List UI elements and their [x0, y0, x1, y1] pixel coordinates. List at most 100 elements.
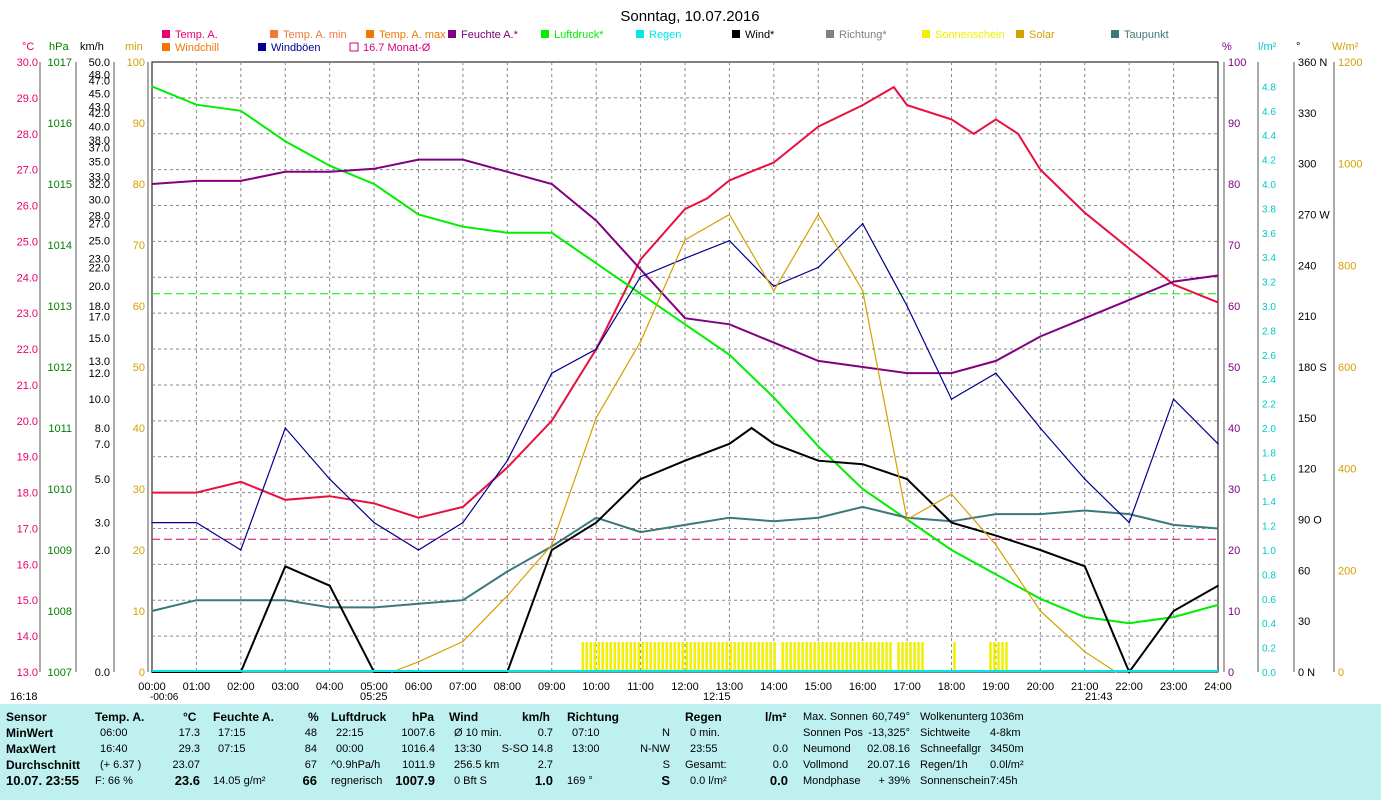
sunshine-bar	[841, 642, 844, 672]
direction-tick-7: 150	[1298, 413, 1316, 425]
sunshine-bar	[625, 642, 628, 672]
sunshine-bar	[605, 642, 608, 672]
direction-min-time: 07:10	[572, 727, 600, 739]
sunshine-bar	[913, 642, 916, 672]
sunshine-bar	[589, 642, 593, 672]
pressure-header: Luftdruck	[331, 710, 387, 724]
sunshine-bar	[653, 642, 656, 672]
wind-header: Wind	[449, 710, 479, 724]
series-point-5-24	[1217, 443, 1219, 445]
rain-total-label: Gesamt:	[685, 759, 727, 771]
rain-tick-21: 0.6	[1262, 595, 1276, 606]
wind-tick-16: 23.0	[89, 253, 110, 265]
x-tick-label-16: 16:00	[849, 681, 877, 693]
legend-swatch-1	[270, 30, 278, 38]
x-tick-label-5: 05:00	[360, 681, 388, 693]
legend-swatch-7	[826, 30, 834, 38]
stats-panel: Sensor MinWert MaxWert Durchschnitt 10.0…	[0, 704, 1381, 800]
x-tick-label-6: 06:00	[405, 681, 433, 693]
pressure-tick-5: 1012	[48, 362, 72, 374]
humidity-min-value: 48	[304, 727, 317, 739]
series-point-6-14	[995, 544, 997, 546]
sunshine-bar	[809, 642, 812, 672]
astro-moon-phase-value: + 39%	[878, 775, 911, 787]
minutes-axis-header: min	[125, 41, 143, 53]
legend-label-4: Luftdruck*	[554, 29, 604, 41]
humidity-avg-value: 67	[304, 759, 317, 771]
series-point-2-4	[328, 171, 331, 173]
series-point-6-7	[684, 239, 686, 241]
sunshine-bar	[609, 642, 612, 672]
legend-swatch-10	[1111, 30, 1119, 38]
rain-header: Regen	[685, 710, 722, 724]
series-point-5-12	[684, 257, 686, 260]
sunshine-bars	[581, 642, 1008, 672]
pressure-current: 1007.9	[395, 773, 435, 788]
series-point-4-9	[595, 521, 597, 524]
astro-new-moon-value: 02.08.16	[867, 743, 910, 755]
series-point-1-15	[817, 445, 820, 448]
pressure-tick-10: 1007	[48, 667, 72, 679]
series-point-4-18	[950, 521, 953, 524]
series-point-2-21	[1084, 317, 1086, 320]
x-tick-label-12: 12:00	[671, 681, 699, 693]
series-point-5-15	[817, 266, 820, 269]
astro-snowline-label: Schneefallgr	[920, 743, 982, 755]
sunshine-bar	[793, 642, 796, 672]
x-tick-label-14: 14:00	[760, 681, 788, 693]
direction-axis-header: °	[1296, 41, 1300, 53]
sunshine-bar	[857, 642, 860, 672]
x-tick-label-3: 03:00	[271, 681, 299, 693]
temp-axis-header: °C	[22, 41, 34, 53]
sunshine-bar	[873, 642, 876, 672]
astro-visibility-value: 4-8km	[990, 727, 1021, 739]
minutes-tick-8: 20	[133, 545, 145, 557]
series-point-1-13	[728, 354, 731, 356]
sunshine-bar	[813, 642, 816, 672]
solar-tick-3: 600	[1338, 362, 1356, 374]
direction-tick-3: 270 W	[1298, 210, 1330, 222]
legend-swatch-4	[541, 30, 549, 38]
astro-new-moon-label: Neumond	[803, 743, 851, 755]
humidity-absolute: 14.05 g/m²	[213, 775, 266, 787]
rain-tick-23: 0.2	[1262, 644, 1276, 655]
sunshine-bar	[817, 642, 820, 672]
rain-current: 0.0	[769, 773, 788, 788]
x-tick-label-7: 07:00	[449, 681, 477, 693]
temp-min-value: 17.3	[178, 727, 200, 739]
series-point-1-14	[773, 396, 775, 399]
sunshine-bar	[593, 642, 597, 672]
legend-label-8: Sonnenschein	[935, 29, 1005, 41]
temp-tick-0: 30.0	[17, 57, 38, 69]
x-tick-label-8: 08:00	[494, 681, 522, 693]
wind-tick-10: 33.0	[89, 171, 110, 183]
sunshine-bar	[797, 642, 800, 672]
series-point-2-5	[373, 168, 375, 170]
sunshine-bar	[997, 642, 1000, 672]
series-point-5-2	[240, 549, 242, 551]
wind-tick-22: 13.0	[89, 356, 110, 368]
sunshine-bar	[693, 642, 696, 672]
series-point-3-11	[639, 531, 642, 533]
sunshine-bar	[721, 642, 724, 672]
series-point-3-21	[1084, 509, 1086, 512]
legend-label-9: Solar	[1029, 29, 1055, 41]
series-point-2-8	[506, 171, 509, 173]
direction-tick-5: 210	[1298, 311, 1316, 323]
wind-tick-11: 32.0	[89, 179, 110, 191]
row-label-min: MinWert	[6, 726, 54, 740]
series-point-1-20	[1039, 598, 1042, 600]
series-point-6-1	[417, 661, 420, 663]
wind-tick-15: 25.0	[89, 236, 110, 248]
series-point-0-0	[151, 491, 153, 494]
rain-unit: l/m²	[765, 710, 787, 724]
x-tick-label-23: 23:00	[1160, 681, 1188, 693]
x-tick-label-20: 20:00	[1027, 681, 1055, 693]
wind-tick-9: 35.0	[89, 157, 110, 169]
marker-1: 05:25	[360, 691, 388, 703]
sunshine-bar	[585, 642, 589, 672]
humidity-tick-0: 100	[1228, 57, 1246, 69]
series-point-6-13	[950, 493, 953, 495]
series-point-0-21	[972, 133, 975, 135]
series-point-1-3	[284, 140, 287, 143]
